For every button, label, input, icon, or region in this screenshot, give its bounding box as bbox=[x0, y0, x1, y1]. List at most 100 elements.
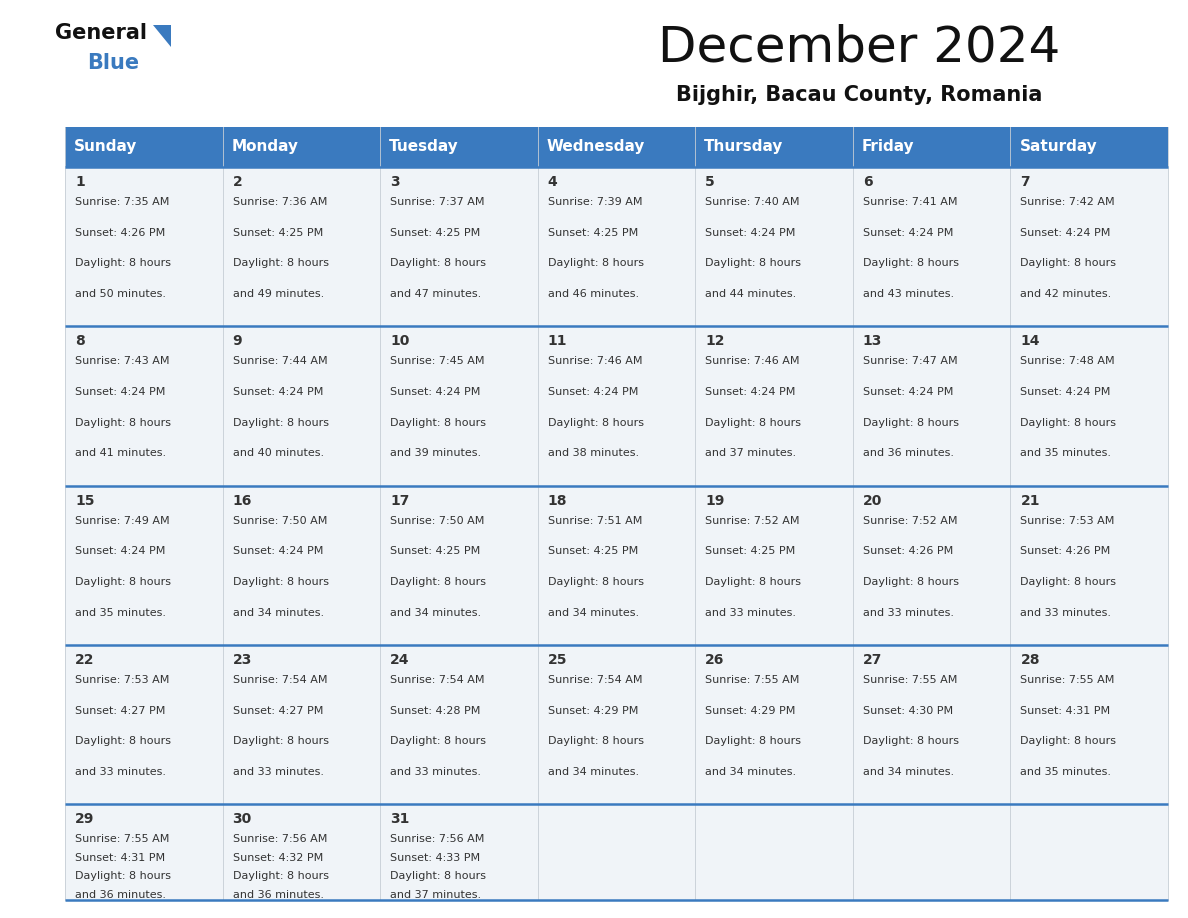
Text: 8: 8 bbox=[75, 334, 84, 348]
Text: 4: 4 bbox=[548, 175, 557, 189]
Text: Daylight: 8 hours: Daylight: 8 hours bbox=[75, 871, 171, 881]
Bar bbox=[65, 645, 222, 804]
Text: Sunset: 4:24 PM: Sunset: 4:24 PM bbox=[233, 546, 323, 556]
Text: Daylight: 8 hours: Daylight: 8 hours bbox=[390, 736, 486, 746]
Text: 31: 31 bbox=[390, 812, 410, 826]
Text: 28: 28 bbox=[1020, 653, 1040, 667]
Text: Sunrise: 7:44 AM: Sunrise: 7:44 AM bbox=[233, 356, 327, 366]
Bar bbox=[65, 127, 222, 167]
Text: 27: 27 bbox=[862, 653, 883, 667]
Text: and 33 minutes.: and 33 minutes. bbox=[233, 767, 323, 777]
Bar bbox=[380, 326, 538, 486]
Text: Monday: Monday bbox=[232, 140, 298, 154]
Bar bbox=[65, 326, 222, 486]
Text: 29: 29 bbox=[75, 812, 94, 826]
Text: Sunset: 4:24 PM: Sunset: 4:24 PM bbox=[548, 387, 638, 397]
Text: Daylight: 8 hours: Daylight: 8 hours bbox=[75, 418, 171, 428]
Text: and 35 minutes.: and 35 minutes. bbox=[1020, 448, 1112, 458]
Bar bbox=[380, 645, 538, 804]
Text: Sunrise: 7:46 AM: Sunrise: 7:46 AM bbox=[548, 356, 643, 366]
Text: Daylight: 8 hours: Daylight: 8 hours bbox=[1020, 736, 1117, 746]
Bar bbox=[853, 167, 1011, 326]
Text: Sunrise: 7:52 AM: Sunrise: 7:52 AM bbox=[706, 516, 800, 526]
Text: Daylight: 8 hours: Daylight: 8 hours bbox=[862, 577, 959, 587]
Text: Sunset: 4:24 PM: Sunset: 4:24 PM bbox=[706, 228, 796, 238]
Text: Daylight: 8 hours: Daylight: 8 hours bbox=[390, 577, 486, 587]
Text: and 35 minutes.: and 35 minutes. bbox=[1020, 767, 1112, 777]
Bar bbox=[380, 127, 538, 167]
Bar bbox=[695, 167, 853, 326]
Text: Sunrise: 7:50 AM: Sunrise: 7:50 AM bbox=[390, 516, 485, 526]
Text: and 46 minutes.: and 46 minutes. bbox=[548, 289, 639, 299]
Text: 22: 22 bbox=[75, 653, 95, 667]
Text: and 50 minutes.: and 50 minutes. bbox=[75, 289, 166, 299]
Text: 16: 16 bbox=[233, 494, 252, 508]
Text: and 47 minutes.: and 47 minutes. bbox=[390, 289, 481, 299]
Text: Sunrise: 7:50 AM: Sunrise: 7:50 AM bbox=[233, 516, 327, 526]
Bar bbox=[380, 486, 538, 645]
Text: Daylight: 8 hours: Daylight: 8 hours bbox=[548, 577, 644, 587]
Text: Sunrise: 7:37 AM: Sunrise: 7:37 AM bbox=[390, 197, 485, 207]
Bar bbox=[853, 326, 1011, 486]
Text: and 33 minutes.: and 33 minutes. bbox=[75, 767, 166, 777]
Bar bbox=[538, 645, 695, 804]
Text: Daylight: 8 hours: Daylight: 8 hours bbox=[862, 258, 959, 268]
Text: Sunrise: 7:55 AM: Sunrise: 7:55 AM bbox=[1020, 675, 1114, 685]
Text: Sunset: 4:27 PM: Sunset: 4:27 PM bbox=[75, 706, 165, 716]
Text: Daylight: 8 hours: Daylight: 8 hours bbox=[1020, 418, 1117, 428]
Text: 21: 21 bbox=[1020, 494, 1040, 508]
Text: Sunrise: 7:36 AM: Sunrise: 7:36 AM bbox=[233, 197, 327, 207]
Text: and 34 minutes.: and 34 minutes. bbox=[706, 767, 796, 777]
Text: Sunrise: 7:46 AM: Sunrise: 7:46 AM bbox=[706, 356, 800, 366]
Text: Sunrise: 7:47 AM: Sunrise: 7:47 AM bbox=[862, 356, 958, 366]
Text: 17: 17 bbox=[390, 494, 410, 508]
Bar bbox=[222, 645, 380, 804]
Text: and 33 minutes.: and 33 minutes. bbox=[390, 767, 481, 777]
Text: Sunset: 4:28 PM: Sunset: 4:28 PM bbox=[390, 706, 480, 716]
Text: Sunrise: 7:45 AM: Sunrise: 7:45 AM bbox=[390, 356, 485, 366]
Text: 13: 13 bbox=[862, 334, 883, 348]
Text: Sunset: 4:26 PM: Sunset: 4:26 PM bbox=[1020, 546, 1111, 556]
Text: Sunrise: 7:55 AM: Sunrise: 7:55 AM bbox=[75, 834, 170, 845]
Bar bbox=[380, 167, 538, 326]
Text: Sunset: 4:26 PM: Sunset: 4:26 PM bbox=[75, 228, 165, 238]
Text: Daylight: 8 hours: Daylight: 8 hours bbox=[390, 418, 486, 428]
Text: and 37 minutes.: and 37 minutes. bbox=[706, 448, 796, 458]
Text: and 49 minutes.: and 49 minutes. bbox=[233, 289, 324, 299]
Text: Sunrise: 7:43 AM: Sunrise: 7:43 AM bbox=[75, 356, 170, 366]
Bar bbox=[380, 804, 538, 900]
Bar bbox=[222, 167, 380, 326]
Text: and 34 minutes.: and 34 minutes. bbox=[548, 767, 639, 777]
Text: Sunset: 4:24 PM: Sunset: 4:24 PM bbox=[75, 387, 165, 397]
Bar bbox=[65, 804, 222, 900]
Text: Daylight: 8 hours: Daylight: 8 hours bbox=[233, 871, 329, 881]
Text: Sunset: 4:31 PM: Sunset: 4:31 PM bbox=[1020, 706, 1111, 716]
Text: and 37 minutes.: and 37 minutes. bbox=[390, 890, 481, 900]
Text: Sunrise: 7:41 AM: Sunrise: 7:41 AM bbox=[862, 197, 958, 207]
Text: Saturday: Saturday bbox=[1019, 140, 1098, 154]
Text: 10: 10 bbox=[390, 334, 410, 348]
Text: Sunrise: 7:54 AM: Sunrise: 7:54 AM bbox=[390, 675, 485, 685]
Text: and 35 minutes.: and 35 minutes. bbox=[75, 608, 166, 618]
Text: Sunrise: 7:35 AM: Sunrise: 7:35 AM bbox=[75, 197, 170, 207]
Text: and 33 minutes.: and 33 minutes. bbox=[862, 608, 954, 618]
Text: Sunset: 4:25 PM: Sunset: 4:25 PM bbox=[548, 546, 638, 556]
Text: Sunset: 4:25 PM: Sunset: 4:25 PM bbox=[390, 228, 480, 238]
Text: Daylight: 8 hours: Daylight: 8 hours bbox=[1020, 577, 1117, 587]
Text: and 34 minutes.: and 34 minutes. bbox=[548, 608, 639, 618]
Text: Daylight: 8 hours: Daylight: 8 hours bbox=[862, 736, 959, 746]
Text: Sunset: 4:26 PM: Sunset: 4:26 PM bbox=[862, 546, 953, 556]
Text: Bijghir, Bacau County, Romania: Bijghir, Bacau County, Romania bbox=[676, 85, 1042, 105]
Text: 5: 5 bbox=[706, 175, 715, 189]
Text: Daylight: 8 hours: Daylight: 8 hours bbox=[75, 736, 171, 746]
Bar bbox=[695, 127, 853, 167]
Text: December 2024: December 2024 bbox=[658, 23, 1060, 71]
Bar bbox=[853, 804, 1011, 900]
Text: Sunrise: 7:52 AM: Sunrise: 7:52 AM bbox=[862, 516, 958, 526]
Text: and 43 minutes.: and 43 minutes. bbox=[862, 289, 954, 299]
Text: 3: 3 bbox=[390, 175, 400, 189]
Bar bbox=[1011, 486, 1168, 645]
Text: Daylight: 8 hours: Daylight: 8 hours bbox=[548, 258, 644, 268]
Bar bbox=[695, 486, 853, 645]
Text: Sunset: 4:24 PM: Sunset: 4:24 PM bbox=[862, 228, 953, 238]
